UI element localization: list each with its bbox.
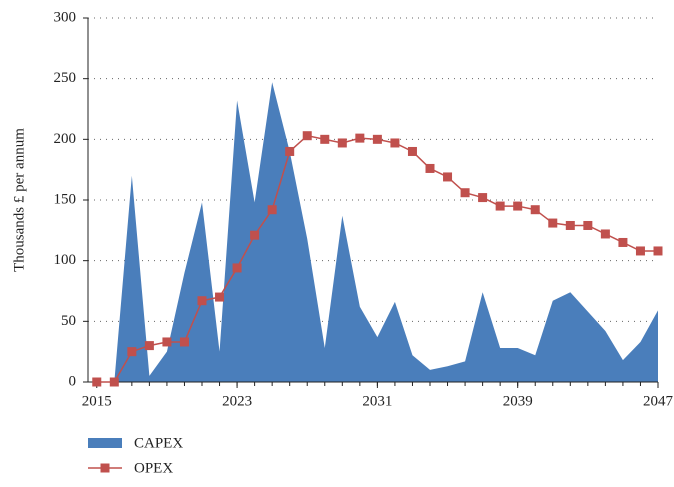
opex-marker <box>250 230 260 240</box>
x-tick-label: 2031 <box>362 393 392 409</box>
opex-marker <box>127 347 137 357</box>
opex-marker <box>635 246 645 256</box>
legend-swatch <box>88 438 122 448</box>
y-tick-label: 300 <box>54 9 77 25</box>
opex-marker <box>215 292 225 302</box>
opex-marker <box>267 205 277 215</box>
y-tick-label: 100 <box>54 252 77 268</box>
y-tick-label: 250 <box>54 70 77 86</box>
opex-marker <box>320 134 330 144</box>
opex-marker <box>600 229 610 239</box>
opex-marker <box>530 205 540 215</box>
opex-marker <box>565 220 575 230</box>
opex-marker <box>583 220 593 230</box>
opex-marker <box>390 138 400 148</box>
opex-marker <box>372 134 382 144</box>
opex-marker <box>495 201 505 211</box>
y-axis-label: Thousands £ per annum <box>11 128 27 272</box>
x-tick-label: 2023 <box>222 393 252 409</box>
opex-marker <box>443 172 453 182</box>
opex-marker <box>285 146 295 156</box>
opex-marker <box>653 246 663 256</box>
y-tick-label: 50 <box>61 313 76 329</box>
opex-marker <box>407 146 417 156</box>
opex-marker <box>478 193 488 203</box>
x-tick-label: 2015 <box>82 393 112 409</box>
opex-marker <box>302 131 312 141</box>
legend-label: OPEX <box>134 460 173 476</box>
opex-marker <box>162 337 172 347</box>
opex-marker <box>425 163 435 173</box>
opex-marker <box>144 341 154 351</box>
opex-marker <box>460 188 470 198</box>
x-tick-label: 2039 <box>503 393 533 409</box>
capex-area <box>96 82 659 382</box>
opex-marker <box>513 201 523 211</box>
legend-label: CAPEX <box>134 435 183 451</box>
opex-marker <box>92 377 102 387</box>
opex-marker <box>109 377 119 387</box>
y-tick-label: 150 <box>54 191 77 207</box>
x-tick-label: 2047 <box>643 393 674 409</box>
opex-marker <box>355 133 365 143</box>
opex-marker <box>548 218 558 228</box>
opex-marker <box>197 296 207 306</box>
opex-marker <box>337 138 347 148</box>
legend-swatch <box>100 463 110 473</box>
opex-marker <box>179 337 189 347</box>
y-tick-label: 0 <box>69 373 77 389</box>
y-tick-label: 200 <box>54 131 77 147</box>
opex-marker <box>618 237 628 247</box>
opex-marker <box>232 263 242 273</box>
